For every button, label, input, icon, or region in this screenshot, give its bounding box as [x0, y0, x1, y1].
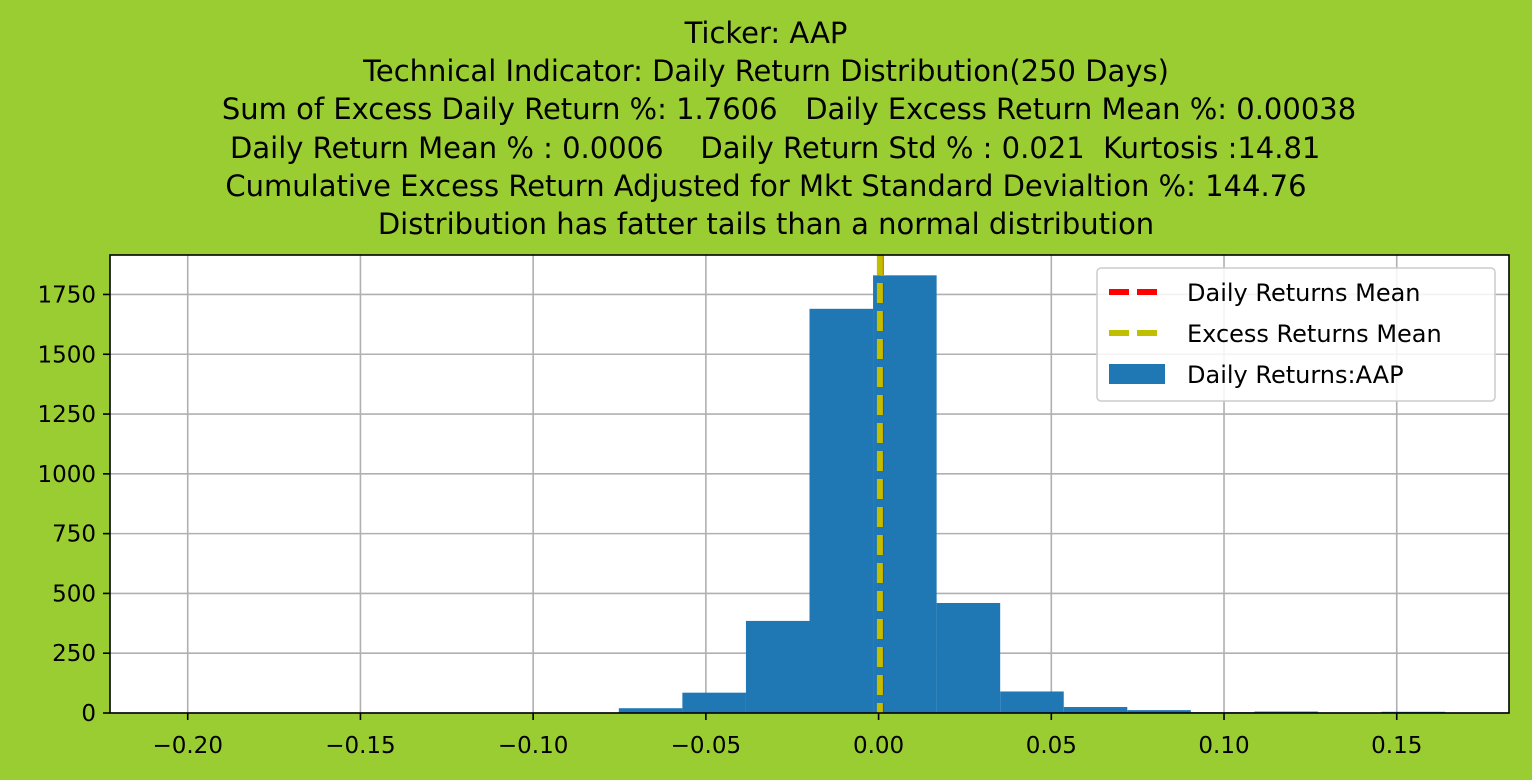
- mean-lines: [876, 255, 884, 713]
- x-tick-label: 0.00: [853, 733, 904, 759]
- histogram-bar: [1000, 691, 1064, 713]
- title-line-ticker: Ticker: AAP: [684, 16, 848, 50]
- y-tick-label: 500: [52, 581, 96, 607]
- legend-box: [1096, 267, 1496, 402]
- y-tick-label: 250: [52, 641, 96, 667]
- legend-label-excess-mean: Excess Returns Mean: [1187, 320, 1442, 348]
- legend: Daily Returns Mean Excess Returns Mean D…: [1096, 267, 1496, 402]
- title-line-excess-stats: Sum of Excess Daily Return %: 1.7606 Dai…: [175, 92, 1357, 127]
- histogram-bar: [682, 692, 746, 713]
- histogram-bar: [1127, 710, 1191, 713]
- x-tick-label: 0.10: [1198, 733, 1249, 759]
- x-tick-label: 0.05: [1026, 733, 1077, 759]
- histogram-bar: [1063, 707, 1128, 713]
- legend-swatch-histogram: [1109, 364, 1165, 384]
- x-tick-label: −0.15: [325, 733, 395, 759]
- title-line-conclusion: Distribution has fatter tails than a nor…: [377, 207, 1155, 242]
- histogram-bar: [936, 602, 1001, 713]
- x-tick-label: 0.15: [1371, 733, 1422, 759]
- y-tick-label: 1000: [37, 462, 96, 488]
- y-tick-label: 750: [52, 522, 96, 548]
- y-tick-label: 1750: [37, 282, 96, 308]
- plot-frame: [109, 254, 1510, 714]
- chart-title: Ticker: AAP Technical Indicator: Daily R…: [0, 14, 1532, 243]
- y-tick-label: 1500: [37, 342, 96, 368]
- x-tick-label: −0.10: [498, 733, 568, 759]
- y-axis-ticks: 0 250 500 750 1000 1250 1500 1750: [37, 282, 110, 727]
- y-tick-label: 0: [81, 701, 96, 727]
- x-tick-label: −0.20: [152, 733, 222, 759]
- histogram-bar: [618, 708, 683, 713]
- legend-label-histogram: Daily Returns:AAP: [1187, 361, 1404, 389]
- legend-label-daily-mean: Daily Returns Mean: [1187, 279, 1421, 307]
- histogram-bar: [809, 308, 874, 713]
- histogram-bar: [745, 620, 810, 713]
- x-tick-label: −0.05: [671, 733, 741, 759]
- title-line-indicator: Technical Indicator: Daily Return Distri…: [363, 54, 1169, 89]
- title-line-cumulative: Cumulative Excess Return Adjusted for Mk…: [225, 168, 1307, 203]
- x-axis-ticks: −0.20 −0.15 −0.10 −0.05 0.00 0.05 0.10 0.15: [152, 713, 1422, 759]
- title-line-return-stats: Daily Return Mean % : 0.0006 Daily Retur…: [211, 130, 1321, 165]
- y-tick-label: 1250: [37, 402, 96, 428]
